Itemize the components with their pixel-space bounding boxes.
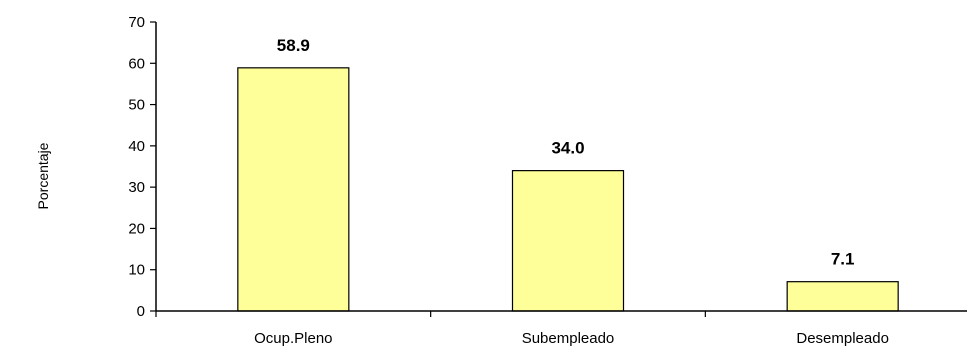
y-tick-label: 10 bbox=[128, 262, 145, 279]
data-label: 58.9 bbox=[277, 36, 310, 55]
x-category-label: Desempleado bbox=[796, 330, 889, 347]
y-tick-label: 0 bbox=[137, 303, 145, 320]
y-tick-label: 60 bbox=[128, 55, 145, 72]
x-category-label: Ocup.Pleno bbox=[254, 330, 332, 347]
axes-layer: 0 10 20 30 40 50 60 70 Ocup.Pleno Subempleado Dese… bbox=[128, 14, 967, 347]
data-label: 7.1 bbox=[831, 250, 855, 269]
data-label: 34.0 bbox=[551, 139, 584, 158]
bars-layer: 58.9 34.0 7.1 bbox=[237, 36, 899, 312]
y-tick-label: 50 bbox=[128, 97, 145, 114]
y-tick-label: 40 bbox=[128, 138, 145, 155]
x-category-label: Subempleado bbox=[522, 330, 615, 347]
bar-subempleado bbox=[511, 170, 625, 312]
y-tick-label: 30 bbox=[128, 179, 145, 196]
y-axis-title: Porcentaje bbox=[35, 142, 51, 209]
y-tick-label: 20 bbox=[128, 220, 145, 237]
y-tick-label: 70 bbox=[128, 14, 145, 31]
bar-ocup-pleno bbox=[237, 67, 350, 312]
bar-desempleado bbox=[786, 281, 899, 312]
